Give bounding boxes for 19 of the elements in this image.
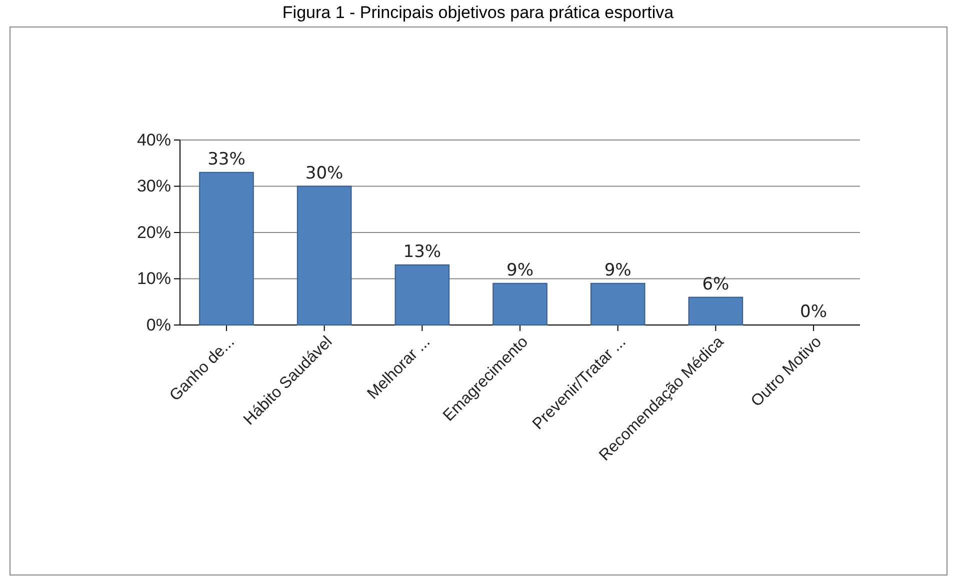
data-label: 9% (604, 260, 632, 280)
bar (394, 264, 450, 326)
bar (492, 282, 548, 326)
data-label: 33% (208, 149, 246, 170)
data-label: 9% (506, 260, 534, 280)
y-tick-label: 20% (136, 222, 171, 242)
y-tick-label: 10% (136, 269, 171, 288)
data-label: 0% (800, 302, 828, 322)
data-label: 6% (702, 274, 730, 294)
data-label: 13% (403, 242, 442, 262)
bar (688, 296, 744, 326)
chart-title: Figura 1 - Principais objetivos para prática esportiva (282, 3, 674, 22)
y-tick-label: 30% (136, 176, 171, 196)
bar (590, 282, 646, 326)
bar (296, 186, 352, 326)
bar (199, 172, 254, 326)
y-tick-label: 0% (146, 315, 171, 334)
data-label: 30% (305, 163, 344, 184)
y-tick-label: 40% (136, 130, 171, 150)
